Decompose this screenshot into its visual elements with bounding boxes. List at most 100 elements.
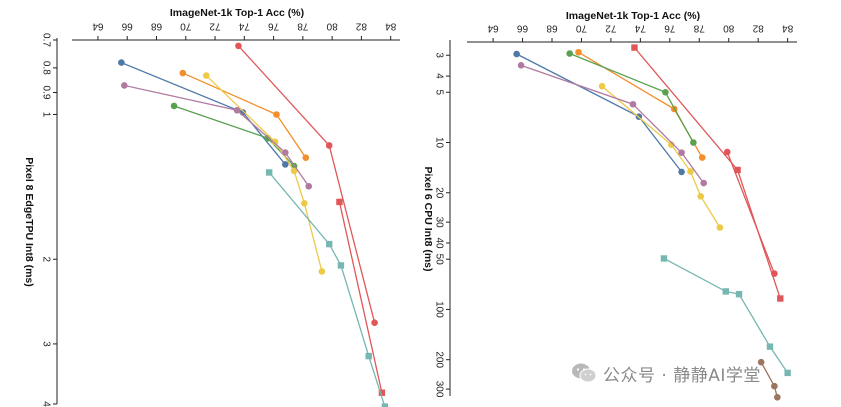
x-tick-label: 68 xyxy=(151,20,163,31)
data-point xyxy=(118,59,125,66)
x-tick-label: 80 xyxy=(326,20,338,31)
data-point xyxy=(371,319,378,326)
data-point xyxy=(271,138,279,146)
x-tick-label: 74 xyxy=(634,22,646,33)
y-tick-label: 100 xyxy=(433,301,444,318)
y-tick-label: 50 xyxy=(433,254,444,266)
series-line xyxy=(121,61,286,165)
data-point xyxy=(282,149,289,156)
y-tick-label: 30 xyxy=(433,217,444,229)
y-tick-label: 20 xyxy=(433,187,444,199)
data-point xyxy=(566,50,573,57)
chart-left: 64 66 68 70 72 74 76 78 80 82 84 ImageNet-1k Top-1 … xyxy=(23,7,400,407)
y-tick-label: 10 xyxy=(433,137,444,149)
watermark: 公众号 · 静静AI学堂 xyxy=(571,358,761,388)
x-tick-label: 66 xyxy=(517,22,529,33)
x-tick-label: 82 xyxy=(752,22,764,33)
x-tick-label: 84 xyxy=(385,20,397,31)
data-point xyxy=(170,102,178,110)
data-point-square xyxy=(378,389,386,396)
y-tick-label: 4 xyxy=(40,401,51,407)
y-axis-title: Pixel 8 EdgeTPU Int8 (ms) xyxy=(23,157,35,287)
x-axis-title: ImageNet-1k Top-1 Acc (%) xyxy=(566,10,700,22)
data-point xyxy=(235,42,242,50)
data-point-square xyxy=(266,169,273,176)
data-point xyxy=(662,88,669,96)
data-point xyxy=(233,106,241,114)
data-point xyxy=(121,82,128,89)
data-point xyxy=(517,62,525,69)
data-point-square xyxy=(660,255,668,262)
data-point xyxy=(305,182,313,190)
y-tick-label: 0.8 xyxy=(40,61,51,75)
data-point xyxy=(282,161,289,168)
y-tick-label: 4 xyxy=(433,73,444,79)
data-point xyxy=(687,168,694,175)
x-tick-label: 76 xyxy=(268,20,280,31)
x-tick-label: 68 xyxy=(546,22,558,33)
series-line xyxy=(578,51,703,158)
x-tick-label: 84 xyxy=(782,22,794,33)
data-point xyxy=(273,111,280,118)
x-tick-label: 78 xyxy=(693,22,705,33)
data-point xyxy=(716,224,724,231)
data-point-square xyxy=(336,198,343,206)
x-tick-label: 70 xyxy=(575,22,587,33)
series-line xyxy=(726,151,775,274)
y-tick-label: 1 xyxy=(40,112,51,118)
data-point xyxy=(629,100,637,108)
data-point xyxy=(774,394,781,401)
x-tick-label: 82 xyxy=(355,20,367,31)
data-point-square xyxy=(631,44,638,51)
data-point-square xyxy=(722,288,729,295)
data-point xyxy=(690,139,697,146)
series-line xyxy=(124,84,310,187)
chart-right: 64 66 68 70 72 74 76 78 80 82 84 ImageNet-1k Top-1 … xyxy=(422,10,797,401)
series-line xyxy=(268,172,386,407)
y-tick-label: 3 xyxy=(433,52,444,58)
y-tick-label: 5 xyxy=(433,89,444,95)
y-tick-label: 200 xyxy=(433,351,444,368)
x-tick-label: 72 xyxy=(209,20,221,31)
series-line xyxy=(569,52,694,143)
data-point xyxy=(290,167,298,175)
data-point xyxy=(667,141,675,148)
series-line xyxy=(520,64,705,184)
data-point xyxy=(771,382,778,390)
data-point xyxy=(575,48,582,56)
data-point-square xyxy=(777,295,784,302)
data-point-square xyxy=(365,352,372,360)
y-tick-label: 40 xyxy=(433,237,444,249)
data-point-square xyxy=(734,166,741,174)
data-point-square xyxy=(337,262,345,269)
x-axis-title: ImageNet-1k Top-1 Acc (%) xyxy=(170,7,304,19)
x-tick-label: 76 xyxy=(664,22,676,33)
data-point xyxy=(771,270,778,277)
y-tick-label: 3 xyxy=(40,341,51,347)
x-tick-label: 64 xyxy=(487,22,499,33)
watermark-text: 公众号 · 静静AI学堂 xyxy=(603,365,761,386)
data-point xyxy=(302,154,310,162)
data-point xyxy=(757,358,765,366)
y-axis-title: Pixel 6 CPU Int8 (ms) xyxy=(422,166,434,271)
data-point xyxy=(179,69,187,77)
x-tick-label: 74 xyxy=(238,20,250,31)
y-tick-label: 0.9 xyxy=(40,86,51,100)
data-point-square xyxy=(784,369,791,377)
y-tick-label: 0.7 xyxy=(40,33,51,47)
data-point xyxy=(697,192,705,200)
series-line xyxy=(338,201,383,393)
data-point xyxy=(325,142,333,149)
data-point xyxy=(678,168,685,176)
data-point-square xyxy=(381,403,389,407)
x-tick-label: 66 xyxy=(121,20,133,31)
data-point xyxy=(700,179,707,187)
data-point xyxy=(318,268,326,275)
data-point xyxy=(698,154,706,161)
x-tick-label: 70 xyxy=(180,20,192,31)
x-tick-label: 72 xyxy=(605,22,617,33)
y-tick-label: 300 xyxy=(433,381,444,398)
x-tick-label: 80 xyxy=(723,22,735,33)
series-line xyxy=(760,361,778,398)
data-point-square xyxy=(326,240,333,248)
